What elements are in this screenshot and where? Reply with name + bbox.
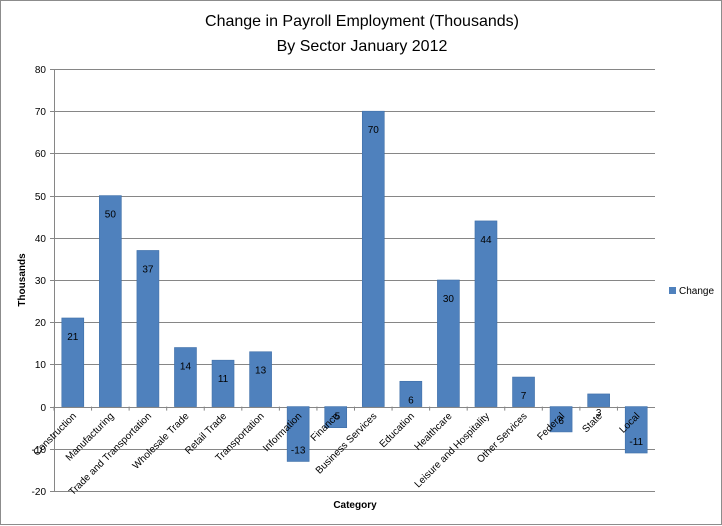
y-tick-label: 40: [35, 234, 47, 245]
bar-business-services: [361, 110, 385, 407]
y-tick-label: 70: [35, 107, 47, 118]
y-tick-label: 50: [35, 192, 47, 203]
bar-information: [286, 406, 310, 462]
bars: [61, 110, 648, 462]
legend: Change: [669, 286, 714, 297]
data-labels: 21 50 37 14 11 13 -13 -5 70 6 30 44 7 6 3 -11: [67, 125, 643, 456]
y-tick-label: 10: [35, 360, 47, 371]
y-axis-title: Thousands: [17, 253, 28, 307]
data-label: 37: [142, 264, 154, 275]
data-label: -13: [291, 445, 306, 456]
legend-swatch: [669, 287, 676, 294]
chart-title-line-2: By Sector January 2012: [277, 38, 448, 55]
y-tick-label: 60: [35, 149, 47, 160]
y-tick-label: -20: [32, 487, 47, 498]
data-label: -5: [331, 412, 340, 423]
data-label: 13: [255, 366, 267, 377]
y-tick-label: 0: [40, 403, 46, 414]
bar-wholesale-trade: [174, 347, 197, 407]
data-label: 11: [218, 374, 229, 385]
data-label: 6: [558, 416, 564, 427]
bar-transportation: [249, 351, 272, 407]
bar-other-services: [512, 376, 535, 407]
x-axis-title: Category: [333, 500, 377, 511]
data-label: 3: [596, 408, 602, 419]
bar-healthcare: [437, 279, 460, 407]
bar-local: [624, 406, 648, 454]
y-tick-labels: -20 -10 0 10 20 30 40 50 60 70 80: [32, 65, 47, 498]
bar-construction: [61, 317, 85, 407]
data-label: 21: [67, 332, 79, 343]
x-category-label: Leisure and Hospitality: [413, 411, 492, 490]
data-label: 6: [408, 395, 414, 406]
bar-trade-and-transportation: [136, 250, 160, 407]
bar-federal: [549, 406, 573, 433]
bar-retail-trade: [211, 359, 235, 407]
data-label: 44: [480, 235, 492, 246]
x-category-label: Education: [378, 411, 417, 450]
y-tick-label: 80: [35, 65, 47, 76]
bar-education: [399, 380, 423, 407]
data-label: 7: [521, 391, 527, 402]
bar-finance: [324, 406, 348, 429]
y-tick-label: 20: [35, 318, 47, 329]
data-label: 50: [105, 210, 117, 221]
bar-manufacturing: [99, 195, 122, 407]
y-tick-label: 30: [35, 276, 47, 287]
bar-leisure-and-hospitality: [474, 220, 498, 407]
y-tick-label: -10: [32, 445, 47, 456]
data-label: 30: [443, 294, 455, 305]
data-label: 70: [368, 125, 380, 136]
legend-label: Change: [679, 286, 714, 297]
chart-title-line-1: Change in Payroll Employment (Thousands): [205, 13, 519, 30]
data-label: -11: [629, 437, 643, 448]
data-label: 14: [180, 362, 192, 373]
bar-state: [587, 393, 610, 407]
